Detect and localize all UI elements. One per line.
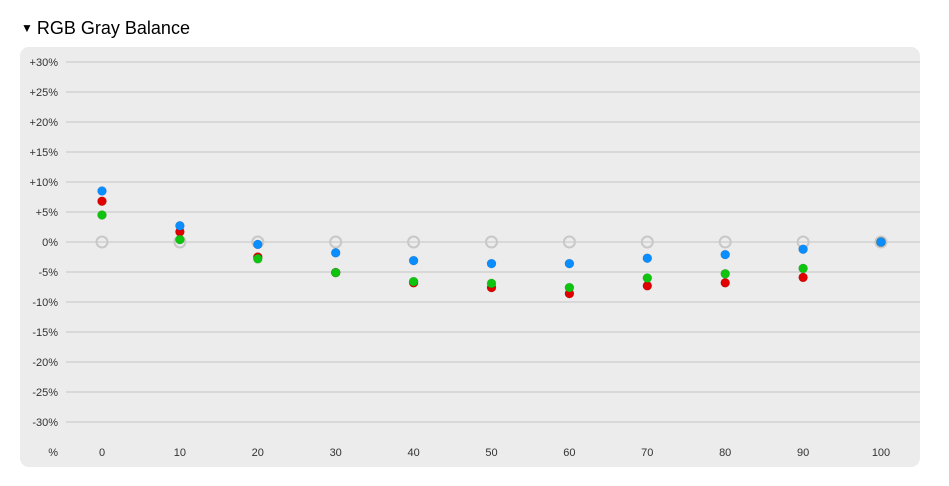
x-tick-label: 50: [485, 447, 497, 459]
y-tick-label: 0%: [42, 237, 58, 249]
red-point: [97, 196, 107, 206]
reference-point: [874, 235, 888, 249]
x-tick-label: 100: [872, 447, 890, 459]
y-tick-label: -20%: [32, 357, 58, 369]
y-tick-label: +10%: [30, 177, 59, 189]
blue-point: [253, 239, 263, 250]
x-tick-label: 10: [174, 447, 186, 459]
blue-point: [564, 258, 575, 269]
y-tick-label: -15%: [32, 327, 58, 339]
blue-point: [330, 248, 341, 258]
green-point: [798, 263, 808, 274]
red-point: [798, 272, 808, 283]
x-tick-label: 0: [99, 447, 105, 459]
blue-point: [876, 237, 886, 247]
green-point: [564, 282, 575, 293]
y-tick-label: +25%: [30, 87, 59, 99]
x-tick-label: 70: [641, 447, 653, 459]
x-tick-label: 40: [407, 447, 419, 459]
red-point: [720, 278, 731, 288]
y-tick-label: +30%: [30, 57, 59, 69]
reference-point: [407, 235, 421, 249]
y-tick-label: +15%: [30, 147, 59, 159]
green-point: [720, 269, 731, 279]
blue-point: [642, 253, 653, 263]
gray-balance-chart: +30% +25% +20% +15% +10% +5% 0% -5% -10% -15% -20%…: [30, 57, 920, 459]
x-axis-label: %: [48, 447, 58, 459]
x-tick-label: 60: [563, 447, 575, 459]
blue-point: [798, 244, 808, 254]
reference-point: [329, 235, 343, 249]
green-point: [486, 278, 497, 289]
y-tick-label: -25%: [32, 387, 58, 399]
x-tick-label: 20: [252, 447, 264, 459]
x-tick-label: 30: [330, 447, 342, 459]
green-point: [97, 210, 107, 220]
triangle-down-icon[interactable]: ▼: [21, 21, 33, 35]
y-tick-label: -30%: [32, 417, 58, 429]
green-point: [330, 267, 341, 278]
blue-point: [97, 186, 107, 196]
blue-point: [175, 221, 185, 231]
reference-point: [640, 235, 654, 249]
blue-point: [720, 249, 731, 260]
y-tick-label: +5%: [36, 207, 59, 219]
y-tick-label: +20%: [30, 117, 59, 129]
y-tick-label: -5%: [38, 267, 58, 279]
y-tick-label: -10%: [32, 297, 58, 309]
green-point: [642, 273, 653, 283]
green-point: [175, 234, 185, 245]
reference-point: [95, 235, 109, 249]
reference-point: [562, 235, 576, 249]
x-tick-label: 80: [719, 447, 731, 459]
section-header[interactable]: ▼ RGB Gray Balance: [21, 16, 190, 40]
x-tick-label: 90: [797, 447, 809, 459]
reference-point: [485, 235, 498, 249]
green-point: [253, 254, 263, 264]
blue-point: [408, 255, 419, 266]
reference-point: [718, 235, 732, 249]
blue-point: [486, 258, 497, 269]
section-title: RGB Gray Balance: [36, 17, 190, 38]
chart-panel: +30% +25% +20% +15% +10% +5% 0% -5% -10% -15% -20%…: [20, 47, 920, 467]
green-point: [408, 276, 419, 287]
